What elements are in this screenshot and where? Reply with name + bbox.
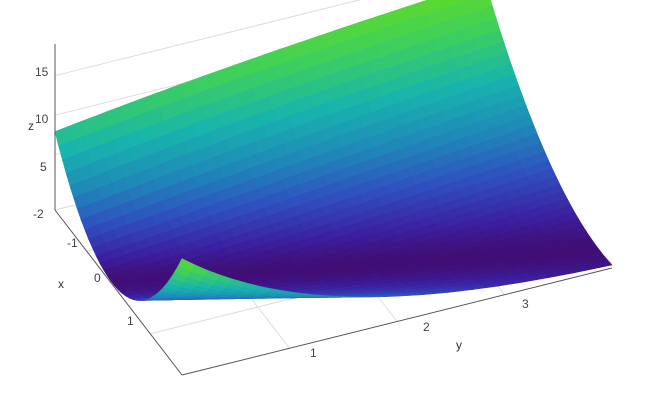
- surface-patch: [177, 258, 196, 272]
- y-tick-label: 2: [423, 320, 430, 334]
- x-tick-label: 0: [94, 271, 101, 285]
- y-tick-label: 3: [522, 297, 529, 311]
- axes: [54, 44, 613, 376]
- z-tick-label: 10: [35, 112, 49, 126]
- surface-mesh: [54, 0, 613, 301]
- z-tick-label: -2: [33, 207, 44, 221]
- y-axis-line: [181, 267, 613, 376]
- z-tick-label: 5: [40, 160, 47, 174]
- x-axis-label: x: [58, 277, 64, 291]
- y-axis-label: y: [456, 338, 462, 352]
- x-axis-line: [54, 209, 183, 376]
- x-tick-label: 1: [127, 314, 134, 328]
- x-tick-label: -1: [67, 236, 78, 250]
- y-tick-label: 1: [310, 346, 317, 360]
- z-grid-line: [54, 0, 362, 77]
- z-tick-label: 15: [35, 65, 49, 79]
- z-axis-label: z: [28, 119, 34, 133]
